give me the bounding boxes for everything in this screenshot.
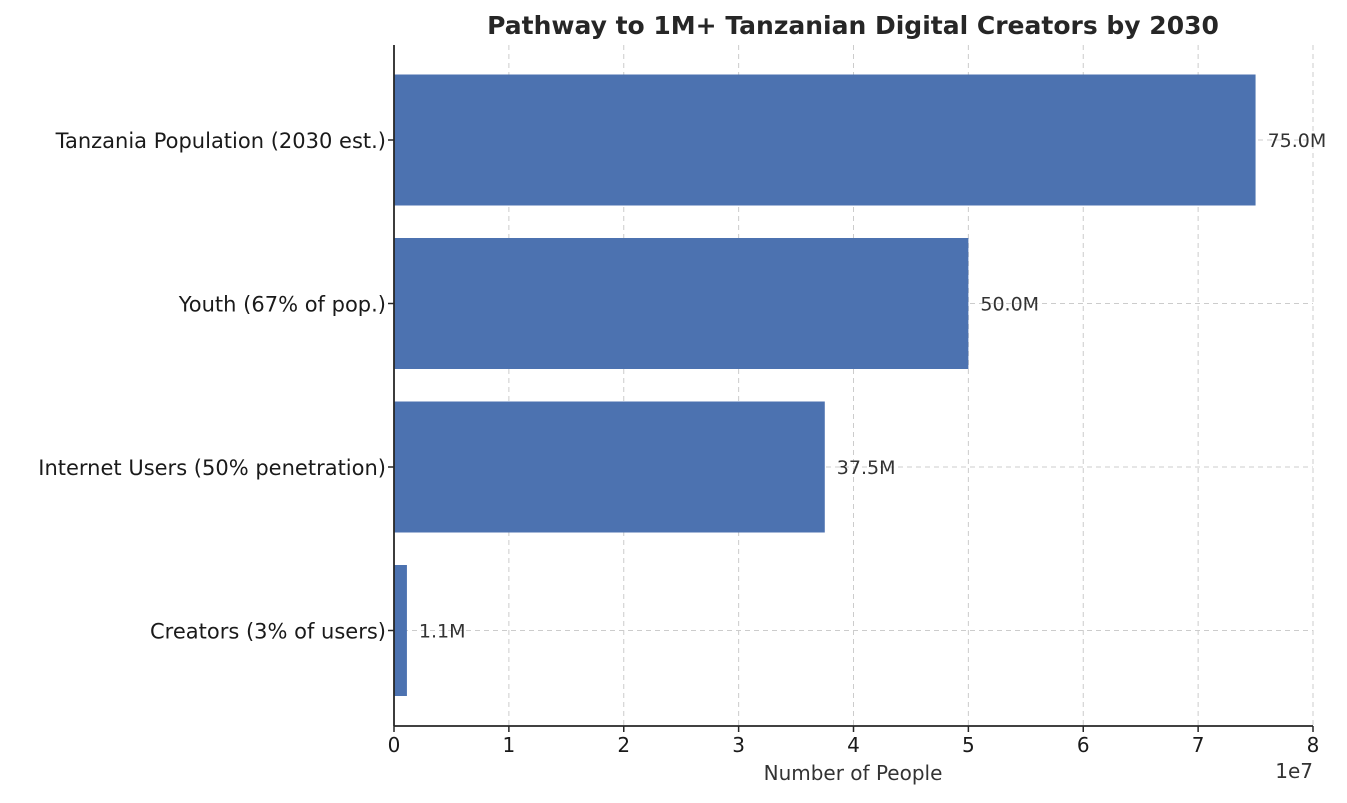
bar xyxy=(394,401,825,533)
value-label: 50.0M xyxy=(980,294,1039,316)
value-label: 37.5M xyxy=(837,457,896,479)
x-tick-label: 8 xyxy=(1307,733,1320,757)
x-tick-label: 3 xyxy=(732,733,745,757)
x-axis-label: Number of People xyxy=(764,761,943,785)
bar xyxy=(394,238,969,369)
category-labels: Tanzania Population (2030 est.) Youth (67… xyxy=(38,129,386,644)
bar xyxy=(394,565,407,696)
category-label: Creators (3% of users) xyxy=(150,620,386,644)
x-tick-label: 1 xyxy=(503,733,516,757)
chart-title: Pathway to 1M+ Tanzanian Digital Creator… xyxy=(487,11,1219,40)
x-tick-label: 6 xyxy=(1077,733,1090,757)
value-label: 1.1M xyxy=(419,621,466,643)
bars xyxy=(394,74,1256,696)
value-labels: 75.0M 50.0M 37.5M 1.1M xyxy=(419,130,1326,643)
category-label: Youth (67% of pop.) xyxy=(178,293,386,317)
x-tick-label: 0 xyxy=(388,733,401,757)
bar xyxy=(394,74,1256,206)
x-tick-label: 4 xyxy=(847,733,860,757)
x-offset-label: 1e7 xyxy=(1275,759,1313,783)
x-tick-label: 5 xyxy=(962,733,975,757)
x-tick-label: 7 xyxy=(1192,733,1205,757)
x-tick-label: 2 xyxy=(617,733,630,757)
value-label: 75.0M xyxy=(1268,130,1327,152)
x-ticks: 0 1 2 3 4 5 6 7 8 xyxy=(388,139,1320,757)
category-label: Internet Users (50% penetration) xyxy=(38,456,386,480)
category-label: Tanzania Population (2030 est.) xyxy=(55,129,386,153)
